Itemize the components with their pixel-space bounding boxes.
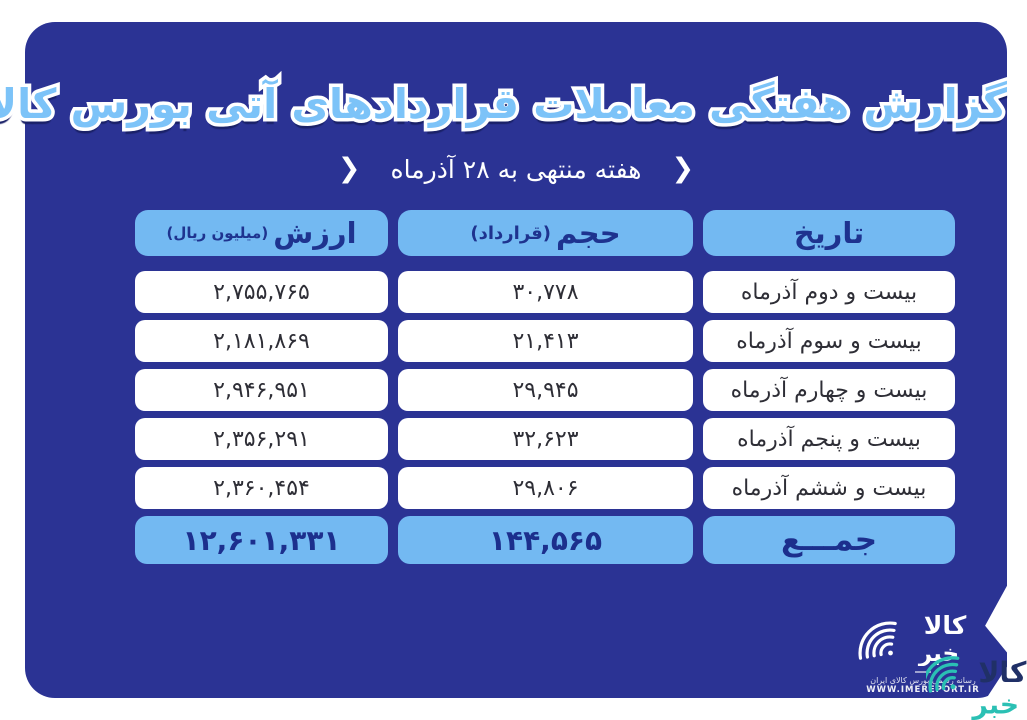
total-volume-text: ۱۴۴,۵۶۵ xyxy=(488,523,603,557)
value-cell: ۲,۳۶۰,۴۵۴ xyxy=(213,475,310,501)
table-row-4-value: ۲,۳۵۶,۲۹۱ xyxy=(135,418,388,460)
volume-cell: ۲۹,۹۴۵ xyxy=(512,377,579,403)
value-cell: ۲,۹۴۶,۹۵۱ xyxy=(213,377,310,403)
table-row-3-value: ۲,۹۴۶,۹۵۱ xyxy=(135,369,388,411)
logo-name-bottom: خبر xyxy=(971,690,1020,720)
total-label-text: جمـــع xyxy=(780,522,878,558)
header-date: تاریخ xyxy=(703,210,955,256)
table-row-5-value: ۲,۳۶۰,۴۵۴ xyxy=(135,467,388,509)
header-value: ارزش (میلیون ریال) xyxy=(135,210,388,256)
value-cell: ۲,۷۵۵,۷۶۵ xyxy=(213,279,310,305)
page-title-outline: گزارش هفتگی معاملات قراردادهای آتی بورس … xyxy=(0,77,1011,132)
logo-name-top: کالا xyxy=(924,611,967,640)
header-value-label: ارزش xyxy=(273,216,357,250)
table-row-5-volume: ۲۹,۸۰۶ xyxy=(398,467,693,509)
brand-logo-teal: کالا خبر xyxy=(926,656,1027,720)
table-row-3-volume: ۲۹,۹۴۵ xyxy=(398,369,693,411)
ornament-right-icon: ❮ xyxy=(671,153,695,184)
total-value: ۱۲,۶۰۱,۳۳۱ xyxy=(135,516,388,564)
header-date-label: تاریخ xyxy=(793,216,865,250)
volume-cell: ۲۱,۴۱۳ xyxy=(512,328,579,354)
logo-website: WWW.IMEREPORT.IR xyxy=(866,685,980,695)
table-row-4-volume: ۳۲,۶۲۳ xyxy=(398,418,693,460)
value-cell: ۲,۱۸۱,۸۶۹ xyxy=(213,328,310,354)
table-row-1-date: بیست و دوم آذرماه xyxy=(703,271,955,313)
volume-cell: ۲۹,۸۰۶ xyxy=(512,475,579,501)
logo-divider xyxy=(915,671,931,673)
date-cell: بیست و ششم آذرماه xyxy=(731,475,927,501)
value-cell: ۲,۳۵۶,۲۹۱ xyxy=(213,426,310,452)
report-card: گزارش هفتگی معاملات قراردادهای آتی بورس … xyxy=(0,22,1011,698)
table-row-1-value: ۲,۷۵۵,۷۶۵ xyxy=(135,271,388,313)
table-row-4-date: بیست و پنجم آذرماه xyxy=(703,418,955,460)
logo-tagline: رسانه رسمی بورس کالای ایران xyxy=(870,676,976,685)
total-label: جمـــع xyxy=(703,516,955,564)
header-volume-unit: (قرارداد) xyxy=(470,222,552,244)
volume-cell: ۳۰,۷۷۸ xyxy=(512,279,579,305)
subtitle: ❮ هفته منتهی به ۲۸ آذرماه ❮ xyxy=(25,149,1007,189)
weekly-table: تاریخ حجم (قرارداد) ارزش (میلیون ریال) ب… xyxy=(135,210,955,564)
total-value-text: ۱۲,۶۰۱,۳۳۱ xyxy=(182,523,341,557)
date-cell: بیست و سوم آذرماه xyxy=(736,328,922,354)
table-row-2-value: ۲,۱۸۱,۸۶۹ xyxy=(135,320,388,362)
subtitle-text: هفته منتهی به ۲۸ آذرماه xyxy=(390,154,642,184)
volume-cell: ۳۲,۶۲۳ xyxy=(512,426,579,452)
header-value-unit: (میلیون ریال) xyxy=(166,224,269,242)
table-row-3-date: بیست و چهارم آذرماه xyxy=(703,369,955,411)
date-cell: بیست و پنجم آذرماه xyxy=(737,426,921,452)
total-volume: ۱۴۴,۵۶۵ xyxy=(398,516,693,564)
page-title: گزارش هفتگی معاملات قراردادهای آتی بورس … xyxy=(0,74,1011,134)
date-cell: بیست و دوم آذرماه xyxy=(740,279,918,305)
header-volume-label: حجم xyxy=(556,216,621,250)
table-row-2-date: بیست و سوم آذرماه xyxy=(703,320,955,362)
table-row-5-date: بیست و ششم آذرماه xyxy=(703,467,955,509)
table-row-2-volume: ۲۱,۴۱۳ xyxy=(398,320,693,362)
ornament-left-icon: ❮ xyxy=(337,153,361,184)
page-title-text: گزارش هفتگی معاملات قراردادهای آتی بورس … xyxy=(0,80,1007,128)
logo-name-top: کالا xyxy=(978,656,1027,689)
header-volume: حجم (قرارداد) xyxy=(398,210,693,256)
table-row-1-volume: ۳۰,۷۷۸ xyxy=(398,271,693,313)
date-cell: بیست و چهارم آذرماه xyxy=(730,377,928,403)
